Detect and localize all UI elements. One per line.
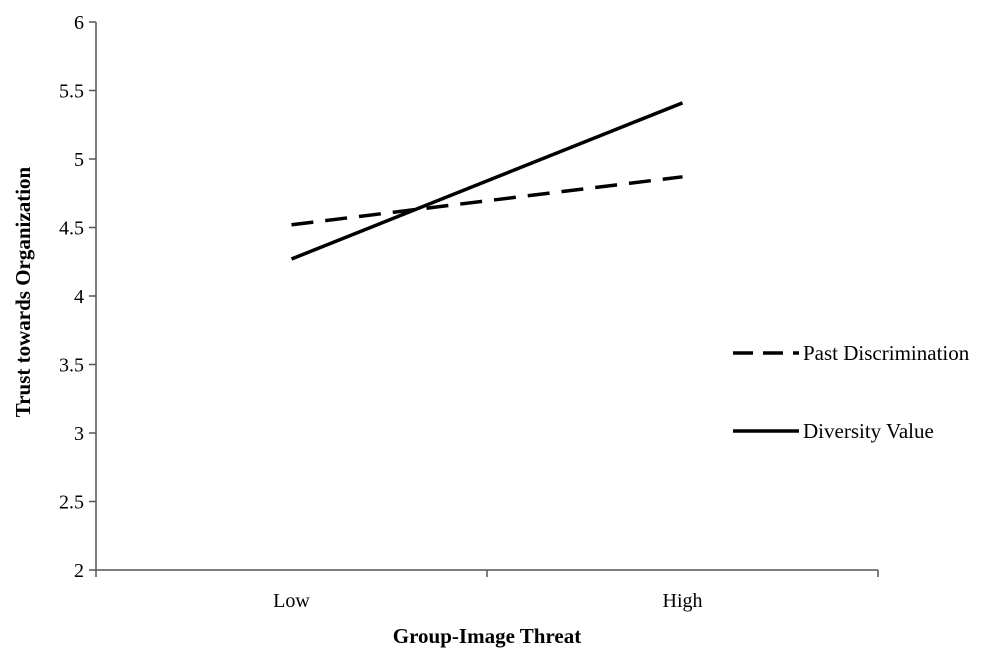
y-tick-label: 4.5 <box>59 218 84 240</box>
legend-label: Past Discrimination <box>803 341 970 365</box>
y-tick-label: 3.5 <box>59 355 84 377</box>
series-line-past-discrimination <box>291 175 683 227</box>
y-tick-label: 6 <box>74 12 84 34</box>
series-lines <box>290 101 684 261</box>
y-axis-ticks: 2 2.5 3 3.5 4 4.5 5 5.5 6 <box>59 12 96 582</box>
y-tick-label: 4 <box>74 286 84 308</box>
x-tick-label: High <box>663 590 703 612</box>
y-axis-title: Trust towards Organization <box>11 166 35 417</box>
y-tick-label: 5.5 <box>59 81 84 103</box>
y-tick-label: 2.5 <box>59 492 84 514</box>
y-tick-label: 2 <box>74 560 84 582</box>
legend: Past Discrimination Diversity Value <box>733 341 970 443</box>
x-axis-title: Group-Image Threat <box>393 624 581 648</box>
x-tick-label: Low <box>273 590 310 612</box>
y-tick-label: 3 <box>74 423 84 445</box>
legend-label: Diversity Value <box>803 419 934 443</box>
x-axis-ticks: Low High <box>95 570 879 612</box>
y-tick-label: 5 <box>74 149 84 171</box>
series-line-diversity-value <box>290 101 684 261</box>
